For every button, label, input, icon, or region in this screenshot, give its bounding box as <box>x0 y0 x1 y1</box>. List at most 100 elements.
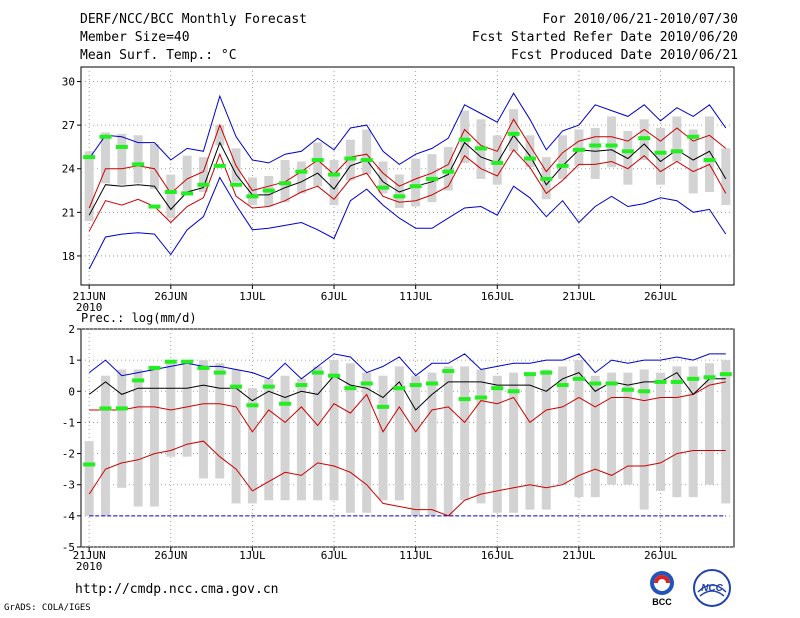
observed-marker <box>246 194 259 199</box>
source-url[interactable]: http://cmdp.ncc.cma.gov.cn <box>75 582 279 597</box>
observed-marker <box>605 143 618 148</box>
spread-box <box>329 160 339 206</box>
grads-credit: GrADS: COLA/IGES <box>4 603 91 613</box>
observed-marker <box>425 381 438 386</box>
observed-marker <box>311 158 324 163</box>
spread-box <box>656 372 666 491</box>
observed-marker <box>442 169 455 174</box>
observed-marker <box>507 131 520 136</box>
observed-marker <box>507 389 520 394</box>
y-tick-label: 1 <box>68 354 75 367</box>
observed-marker <box>181 359 194 364</box>
spread-box <box>607 116 617 168</box>
spread-box <box>313 366 323 501</box>
year-label: 2010 <box>76 560 103 573</box>
observed-marker <box>99 406 112 411</box>
spread-box <box>492 375 502 513</box>
spread-box <box>656 128 666 185</box>
observed-marker <box>654 150 667 155</box>
forecast-period: For 2010/06/21-2010/07/30 <box>542 12 738 27</box>
spread-box <box>182 360 192 457</box>
spread-box <box>313 142 323 187</box>
spread-box <box>362 372 372 513</box>
observed-marker <box>295 169 308 174</box>
x-tick-label: 26JUL <box>644 290 677 303</box>
observed-marker <box>262 188 275 193</box>
spread-box <box>149 369 159 507</box>
spread-box <box>296 161 306 194</box>
observed-marker <box>572 376 585 381</box>
observed-marker <box>458 137 471 142</box>
spread-box <box>198 360 208 479</box>
spread-box <box>558 366 568 485</box>
x-tick-label: 21JUN <box>73 290 106 303</box>
observed-marker <box>621 149 634 154</box>
spread-box <box>280 375 290 501</box>
observed-marker <box>540 176 553 181</box>
series-max <box>88 92 727 166</box>
spread-box <box>443 366 453 516</box>
spread-box <box>460 366 470 501</box>
x-tick-label: 26JUN <box>154 549 187 562</box>
spread-box <box>623 130 633 185</box>
observed-marker <box>197 182 210 187</box>
observed-marker <box>230 384 243 389</box>
x-tick-label: 11JUL <box>399 290 432 303</box>
observed-marker <box>523 372 536 377</box>
series-p_low <box>88 148 727 232</box>
observed-marker <box>377 185 390 190</box>
observed-marker <box>540 370 553 375</box>
observed-marker <box>246 403 259 408</box>
spread-box <box>509 109 519 152</box>
x-tick-label: 21JUN <box>73 549 106 562</box>
spread-box <box>427 372 437 516</box>
observed-marker <box>474 146 487 151</box>
spread-box <box>280 160 290 203</box>
observed-marker <box>115 406 128 411</box>
observed-marker <box>409 383 422 388</box>
variable-label-prec: Prec.: log(mm/d) <box>81 311 197 325</box>
spread-box <box>117 369 127 488</box>
series-p_low <box>88 440 726 517</box>
y-tick-label: 0 <box>68 385 75 398</box>
observed-marker <box>605 381 618 386</box>
observed-marker <box>181 191 194 196</box>
forecast-produced: Fcst Produced Date 2010/06/21 <box>511 48 738 63</box>
spread-box <box>133 135 143 184</box>
spread-box <box>100 132 110 184</box>
spread-box <box>688 129 698 194</box>
observed-marker <box>83 462 96 467</box>
bcc-logo-text: BCC <box>652 597 672 607</box>
spread-box <box>411 158 421 207</box>
x-tick-label: 1JUL <box>239 549 266 562</box>
observed-marker <box>311 370 324 375</box>
spread-box <box>133 369 143 507</box>
observed-marker <box>83 155 96 160</box>
observed-marker <box>556 163 569 168</box>
spread-box <box>378 375 388 501</box>
spread-box <box>672 366 682 498</box>
spread-box <box>296 378 306 501</box>
spread-box <box>623 372 633 485</box>
series-p_high <box>89 381 726 433</box>
spread-box <box>460 110 470 163</box>
ncc-logo-text: NCC <box>701 583 723 594</box>
spread-box <box>476 369 486 504</box>
y-tick-label: 2 <box>68 323 75 336</box>
spread-box <box>443 146 453 191</box>
observed-marker <box>703 158 716 163</box>
spread-box <box>525 135 535 168</box>
spread-box <box>362 129 372 175</box>
spread-box <box>558 135 568 179</box>
observed-marker <box>425 176 438 181</box>
x-tick-label: 16JUL <box>481 549 514 562</box>
spread-box <box>198 157 208 192</box>
spread-box <box>590 128 600 179</box>
observed-marker <box>344 156 357 161</box>
observed-marker <box>638 136 651 141</box>
year-label: 2010 <box>76 301 103 314</box>
observed-marker <box>670 149 683 154</box>
observed-marker <box>279 181 292 186</box>
spread-box <box>84 151 94 222</box>
observed-marker <box>328 373 341 378</box>
